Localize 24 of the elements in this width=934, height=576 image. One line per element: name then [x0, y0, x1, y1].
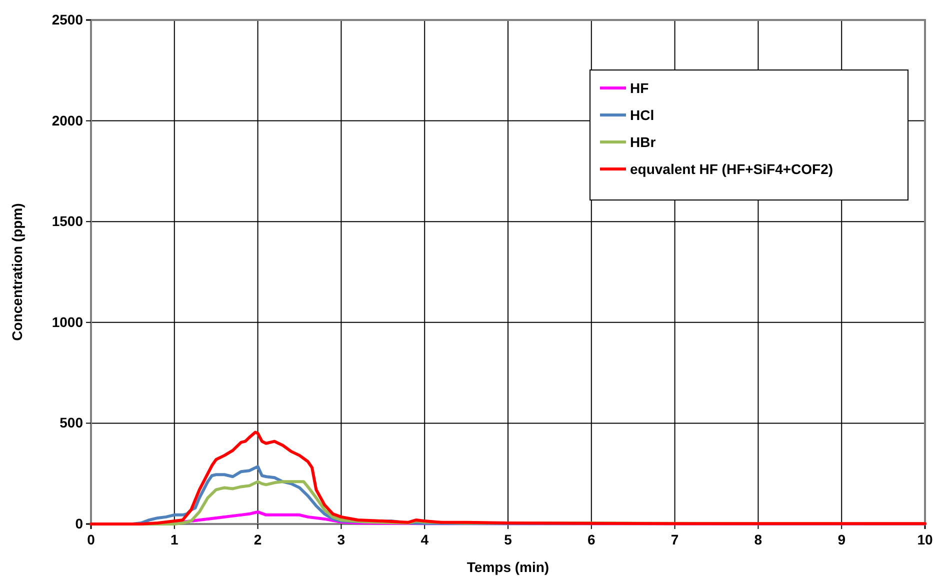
y-tick-label: 2500	[52, 11, 84, 28]
line-series	[90, 430, 926, 526]
y-tick-label: 500	[60, 414, 84, 431]
y-axis-title: Concentration (ppm)	[9, 203, 25, 341]
y-tick-label: 1500	[52, 213, 84, 230]
y-tick-label: 2000	[52, 112, 84, 128]
x-tick-label: 6	[588, 532, 596, 548]
x-tick-label: 3	[337, 532, 346, 548]
legend-label: equvalent HF (HF+SiF4+COF2)	[630, 161, 834, 177]
legend-label: HCl	[630, 107, 654, 123]
x-tick-label: 9	[838, 532, 846, 548]
x-tick-label: 4	[420, 532, 429, 548]
x-tick-label: 0	[87, 532, 96, 548]
y-tick-label: 0	[75, 515, 84, 532]
x-tick-label: 5	[504, 532, 512, 548]
x-axis-title: Temps (min)	[466, 559, 550, 575]
x-tick-label: 10	[917, 532, 933, 548]
legend-label: HBr	[630, 134, 656, 150]
x-tick-label: 2	[254, 532, 262, 548]
x-tick-label: 7	[670, 532, 679, 548]
legend-label: HF	[630, 80, 650, 96]
x-tick-label: 8	[754, 532, 762, 548]
x-tick-label: 1	[170, 532, 178, 548]
y-tick-label: 1000	[52, 314, 84, 330]
